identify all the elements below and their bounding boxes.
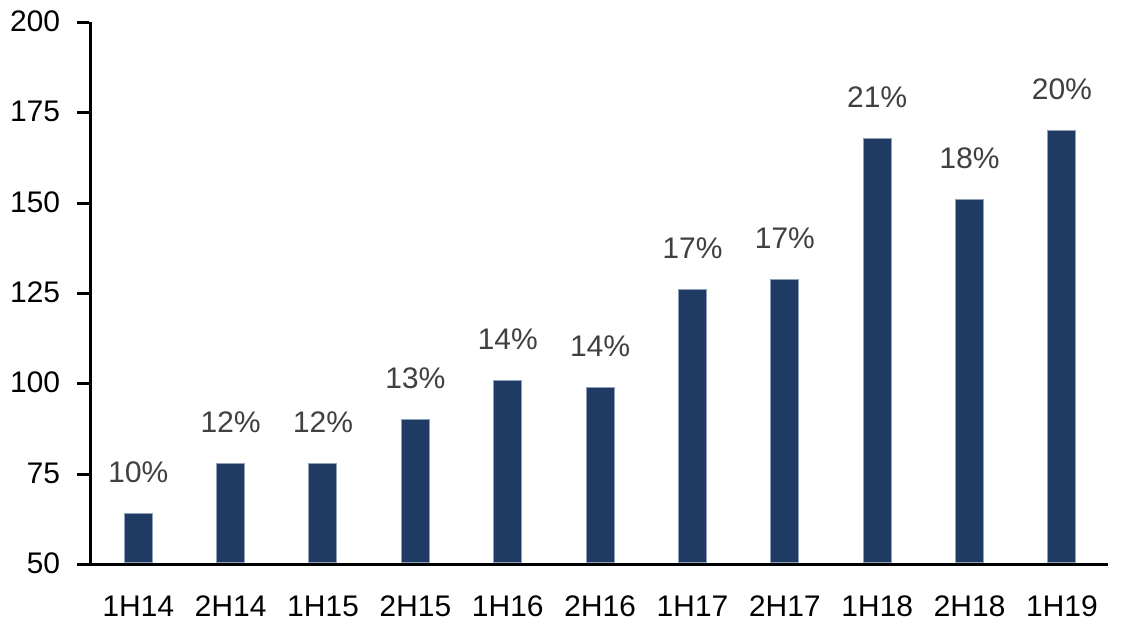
bar-value-label: 10% [108, 456, 169, 490]
x-axis-category-label: 2H16 [564, 590, 636, 623]
x-axis-category-label: 1H15 [287, 590, 359, 623]
bar [954, 199, 984, 563]
y-axis-tick-label: 50 [26, 547, 60, 580]
bar-value-label: 18% [939, 142, 1000, 176]
y-axis-tick-label: 100 [9, 366, 60, 400]
bar [677, 289, 707, 563]
x-axis-category-label: 1H19 [1025, 590, 1098, 623]
y-axis-tick [77, 21, 89, 24]
bar [862, 137, 892, 563]
bar-value-label: 17% [662, 232, 723, 266]
bar [400, 419, 430, 563]
bar-value-label: 17% [754, 221, 815, 255]
y-axis-tick-label: 125 [9, 276, 60, 309]
bar-value-label: 12% [292, 405, 353, 439]
x-axis-category-label: 2H17 [748, 590, 821, 623]
x-axis-category-label: 2H14 [194, 590, 267, 623]
y-axis-tick [77, 472, 89, 476]
bar [585, 386, 615, 563]
y-axis-tick-label: 75 [26, 456, 60, 490]
bar-value-label: 13% [385, 362, 446, 396]
y-axis-tick-label: 175 [9, 95, 60, 129]
y-axis-tick [77, 201, 89, 205]
y-axis-tick [77, 382, 89, 386]
y-axis-tick [77, 563, 89, 566]
x-axis-category-label: 2H18 [933, 590, 1006, 623]
y-axis-tick-label: 200 [9, 5, 60, 38]
bar [123, 513, 153, 563]
bar-value-label: 14% [569, 329, 631, 363]
bar [1047, 130, 1077, 563]
bar-value-label: 20% [1031, 73, 1092, 107]
x-axis-category-label: 1H16 [471, 590, 544, 623]
x-axis-category-label: 1H17 [656, 590, 729, 623]
bar-value-label: 21% [847, 80, 908, 114]
bar-value-label: 12% [200, 405, 261, 439]
y-axis-tick-label: 150 [9, 185, 60, 219]
bar [308, 462, 338, 563]
x-axis-category-label: 1H18 [841, 590, 913, 623]
bar-value-label: 14% [477, 322, 538, 356]
y-axis-line [89, 22, 92, 566]
bar [216, 462, 246, 563]
bar [770, 278, 800, 563]
x-axis-category-label: 2H15 [379, 590, 452, 623]
y-axis-tick [77, 292, 89, 295]
bar [493, 379, 523, 563]
x-axis-category-label: 1H14 [102, 590, 175, 623]
y-axis-tick [77, 111, 89, 115]
x-axis-line [77, 563, 1108, 566]
